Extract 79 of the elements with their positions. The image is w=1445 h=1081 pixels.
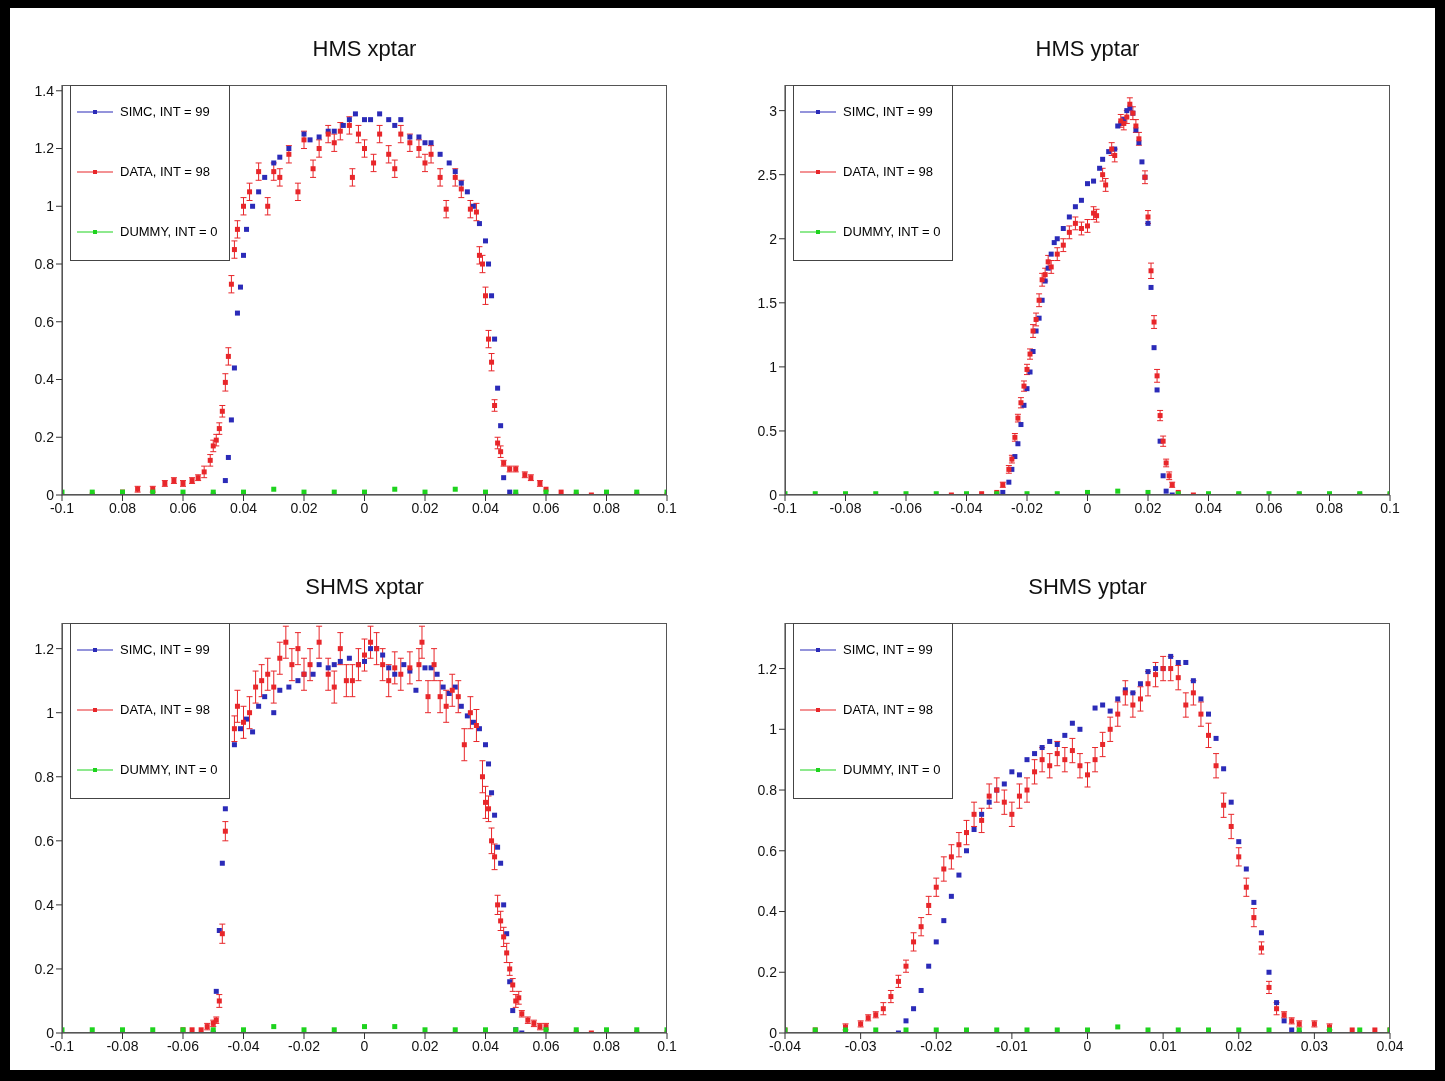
x-tick-label: 0.06 [169, 499, 197, 516]
x-tick-label: 0.02 [1225, 1037, 1253, 1054]
y-tick-label: 2 [769, 230, 778, 247]
y-tick-label: 1 [769, 721, 778, 738]
x-tick-label: 0.01 [1149, 1037, 1177, 1054]
x-tick-label: 0.08 [592, 499, 621, 516]
x-tick-label: 0 [1083, 1037, 1092, 1054]
x-tick-label: 0.03 [1300, 1037, 1329, 1054]
y-tick-label: 0.8 [757, 782, 778, 799]
x-tick-label: -0.01 [995, 1037, 1029, 1054]
legend-label: DATA, INT = 98 [120, 164, 210, 179]
y-tick-label: 0.8 [34, 768, 55, 785]
y-tick-label: 0.2 [34, 960, 55, 977]
x-tick-label: -0.04 [950, 499, 983, 516]
x-tick-label: 0.1 [1380, 499, 1400, 516]
x-tick-label: 0 [360, 499, 369, 516]
y-tick-label: 1 [46, 704, 55, 721]
x-tick-label: -0.02 [920, 1037, 953, 1054]
y-tick-label: 0.4 [757, 903, 778, 920]
x-tick-label: -0.03 [844, 1037, 877, 1054]
x-tick-label: 0.06 [532, 499, 560, 516]
legend-label: DUMMY, INT = 0 [843, 224, 941, 239]
y-tick-label: 3 [769, 102, 778, 119]
x-tick-label: 0 [1083, 499, 1092, 516]
y-tick-label: 1.2 [34, 640, 55, 657]
legend-label: SIMC, INT = 99 [120, 642, 210, 657]
x-tick-label: -0.02 [1011, 499, 1044, 516]
legend-label: DATA, INT = 98 [120, 702, 210, 717]
chart-title: SHMS xptar [304, 573, 425, 601]
x-tick-label: -0.08 [829, 499, 862, 516]
y-tick-label: 0.4 [34, 371, 55, 388]
x-tick-label: -0.08 [106, 1037, 139, 1054]
x-tick-label: -0.02 [288, 1037, 321, 1054]
y-tick-label: 2.5 [757, 166, 778, 183]
y-tick-label: 0.5 [757, 422, 778, 439]
x-tick-label: -0.06 [167, 1037, 200, 1054]
x-tick-label: 0.02 [411, 499, 439, 516]
x-tick-label: 0.08 [108, 499, 137, 516]
legend-label: DUMMY, INT = 0 [120, 762, 218, 777]
y-tick-label: 0.2 [34, 429, 55, 446]
legend-label: SIMC, INT = 99 [120, 104, 210, 119]
legend-label: SIMC, INT = 99 [843, 642, 933, 657]
y-tick-label: 1 [769, 358, 778, 375]
legend-label: DUMMY, INT = 0 [120, 224, 218, 239]
x-tick-label: 0.04 [471, 1037, 500, 1054]
x-tick-label: 0.02 [1134, 499, 1162, 516]
legend-label: DATA, INT = 98 [843, 164, 933, 179]
y-tick-label: 1.5 [757, 294, 778, 311]
chart-title: SHMS yptar [1027, 573, 1148, 601]
y-tick-label: 0.6 [34, 832, 55, 849]
x-tick-label: 0 [360, 1037, 369, 1054]
legend-label: DUMMY, INT = 0 [843, 762, 941, 777]
y-tick-label: 0.6 [757, 842, 778, 859]
x-tick-label: 0.04 [1376, 1037, 1404, 1054]
chart-title: HMS xptar [311, 35, 418, 63]
x-tick-label: 0.1 [657, 499, 677, 516]
chart-title: HMS yptar [1034, 35, 1141, 63]
y-tick-label: 0.6 [34, 313, 55, 330]
x-tick-label: 0.06 [532, 1037, 560, 1054]
x-tick-label: 0.06 [1255, 499, 1283, 516]
x-tick-label: 0.04 [229, 499, 258, 516]
y-tick-label: 1.4 [34, 82, 55, 99]
legend-label: SIMC, INT = 99 [843, 104, 933, 119]
x-tick-label: 0.1 [657, 1037, 677, 1054]
y-tick-label: 0.4 [34, 896, 55, 913]
y-tick-label: 1.2 [34, 140, 55, 157]
x-tick-label: 0.08 [1315, 499, 1344, 516]
y-tick-label: 1 [46, 198, 55, 215]
x-tick-label: 0.02 [411, 1037, 439, 1054]
legend-label: DATA, INT = 98 [843, 702, 933, 717]
x-tick-label: 0.04 [471, 499, 500, 516]
y-tick-label: 0.2 [757, 964, 778, 981]
y-tick-label: 1.2 [757, 660, 778, 677]
y-tick-label: 0.8 [34, 255, 55, 272]
x-tick-label: -0.04 [227, 1037, 260, 1054]
x-tick-label: 0.08 [592, 1037, 621, 1054]
x-tick-label: -0.06 [890, 499, 923, 516]
x-tick-label: 0.04 [1194, 499, 1223, 516]
x-tick-label: 0.02 [290, 499, 318, 516]
